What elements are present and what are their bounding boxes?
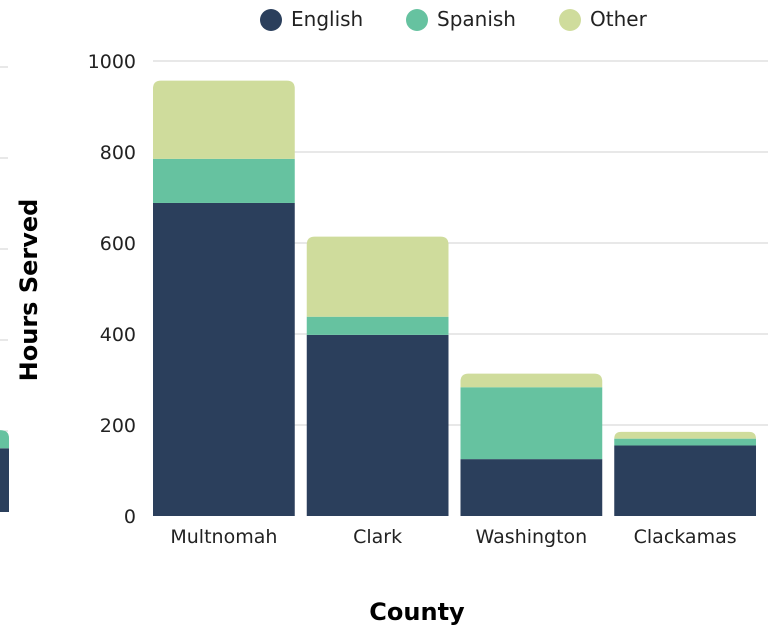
bar-washington-spanish [460,387,603,460]
bar-clark-english [306,334,449,516]
x-tick-label-multnomah: Multnomah [170,526,277,548]
y-tick-label-400: 400 [100,324,136,346]
y-tick-label-600: 600 [100,233,136,255]
y-tick-label-200: 200 [100,415,136,437]
y-axis-title: Hours Served [15,199,43,382]
x-tick-label-clark: Clark [353,526,402,548]
bar-clackamas-english [614,445,756,516]
legend-label-spanish: Spanish [437,7,516,31]
partial-bar-bottom [0,448,9,512]
y-tick-label-800: 800 [100,142,136,164]
bar-clackamas-other [614,431,756,439]
x-axis-title: County [369,598,465,626]
x-tick-label-washington: Washington [476,526,588,548]
x-tick-label-clackamas: Clackamas [634,526,737,548]
legend-label-other: Other [590,7,648,31]
bar-clark-other [306,236,449,317]
bars [153,80,756,516]
bar-clark-spanish [306,316,449,335]
partial-bar-top [0,430,9,449]
legend-marker-spanish [406,9,428,31]
bar-multnomah-other [153,80,295,159]
y-tick-label-1000: 1000 [88,51,136,73]
x-tick-labels: Multnomah Clark Washington Clackamas [170,526,736,548]
y-tick-labels: 0 200 400 600 800 1000 [88,51,136,528]
bar-washington-english [460,459,603,516]
bar-washington-other [460,373,603,388]
bar-multnomah-spanish [153,158,295,203]
y-tick-label-0: 0 [124,506,136,528]
legend: English Spanish Other [260,7,648,31]
legend-label-english: English [291,7,363,31]
left-edge-gridlines [0,66,8,432]
legend-marker-english [260,9,282,31]
bar-multnomah-english [153,202,295,516]
bar-clackamas-spanish [614,438,756,446]
legend-marker-other [559,9,581,31]
partial-bar-left-edge [0,430,9,512]
